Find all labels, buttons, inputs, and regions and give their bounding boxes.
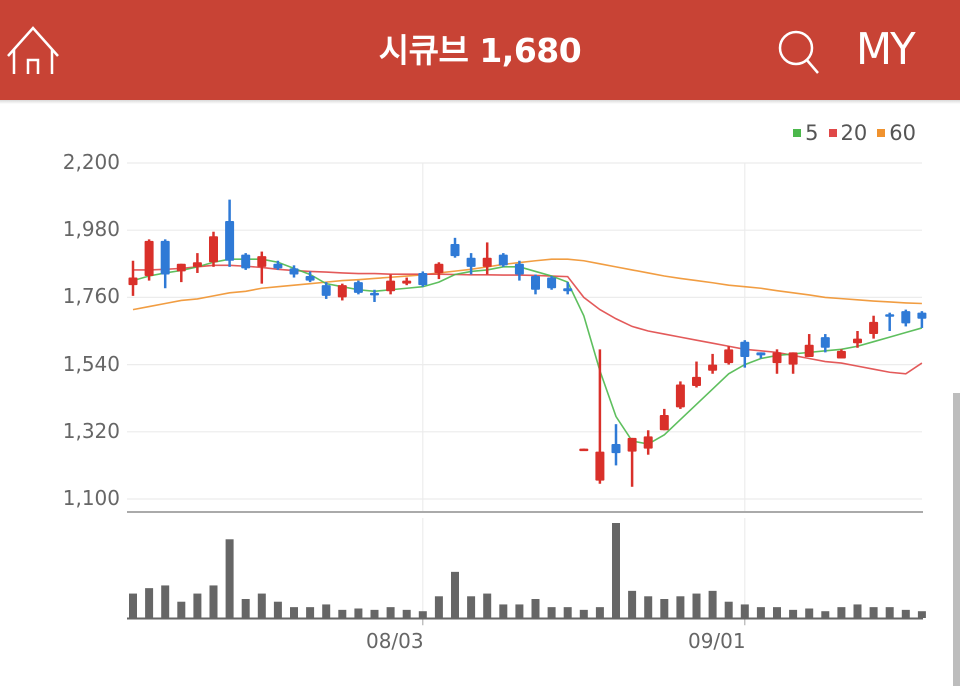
scrollbar[interactable] xyxy=(953,393,960,686)
legend-ma5: 5 xyxy=(793,121,819,145)
x-tick-label: 09/01 xyxy=(687,629,746,653)
legend-ma60: 60 xyxy=(877,121,916,145)
page-title: 시큐브 1,680 xyxy=(378,31,582,70)
legend-ma20: 20 xyxy=(828,121,868,145)
y-tick-label: 1,320 xyxy=(62,418,120,443)
legend-swatch xyxy=(793,129,802,137)
y-tick-label: 1,100 xyxy=(62,486,120,510)
legend-label: 20 xyxy=(840,121,868,145)
x-tick-label: 08/03 xyxy=(365,629,424,653)
header-shadow xyxy=(0,100,960,104)
legend-swatch xyxy=(828,129,837,137)
home-icon[interactable] xyxy=(4,22,62,76)
my-button[interactable]: MY xyxy=(856,24,916,75)
chart-legend: 5 20 60 xyxy=(793,121,916,145)
legend-swatch xyxy=(877,129,886,137)
y-tick-label: 1,760 xyxy=(62,284,120,309)
search-icon[interactable] xyxy=(776,28,824,76)
top-bar: 시큐브 1,680 MY xyxy=(0,0,960,100)
y-tick-label: 1,540 xyxy=(62,351,120,376)
legend-label: 60 xyxy=(889,121,916,145)
y-tick-label: 1,980 xyxy=(62,217,120,242)
legend-label: 5 xyxy=(805,121,819,145)
y-tick-label: 2,200 xyxy=(62,150,120,174)
